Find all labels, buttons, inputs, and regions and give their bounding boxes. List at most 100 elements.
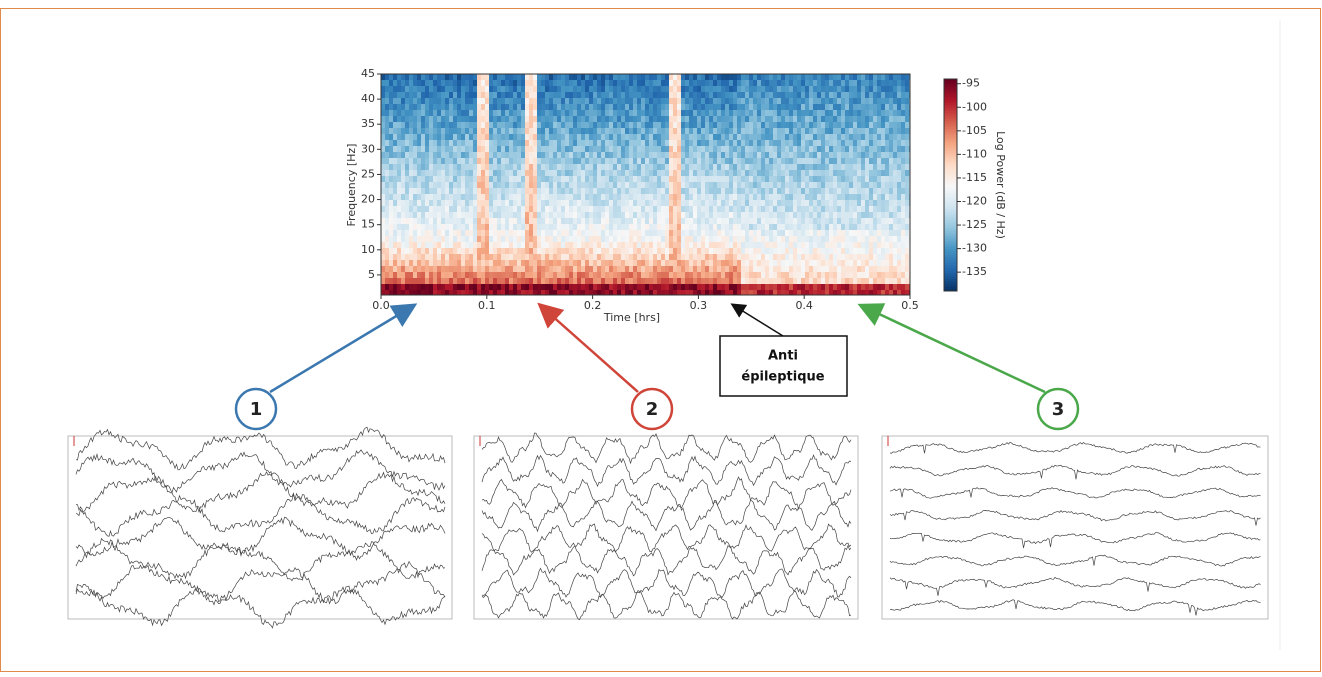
heatmap-cell bbox=[605, 164, 609, 170]
heatmap-cell bbox=[649, 278, 653, 284]
heatmap-cell bbox=[797, 260, 801, 266]
heatmap-cell bbox=[893, 140, 897, 146]
heatmap-cell bbox=[789, 140, 793, 146]
heatmap-cell bbox=[669, 230, 673, 236]
heatmap-cell bbox=[813, 176, 817, 182]
heatmap-cell bbox=[741, 128, 745, 134]
heatmap-cell bbox=[505, 176, 509, 182]
heatmap-cell bbox=[745, 218, 749, 224]
heatmap-cell bbox=[441, 92, 445, 98]
heatmap-cell bbox=[677, 206, 681, 212]
heatmap-cell bbox=[701, 230, 705, 236]
heatmap-cell bbox=[753, 290, 757, 295]
heatmap-cell bbox=[421, 236, 425, 242]
heatmap-cell bbox=[477, 194, 481, 200]
heatmap-cell bbox=[809, 122, 813, 128]
heatmap-cell bbox=[797, 98, 801, 104]
heatmap-cell bbox=[685, 230, 689, 236]
heatmap-cell bbox=[585, 194, 589, 200]
heatmap-cell bbox=[873, 86, 877, 92]
heatmap-cell bbox=[561, 134, 565, 140]
heatmap-cell bbox=[601, 128, 605, 134]
heatmap-cell bbox=[705, 266, 709, 272]
heatmap-cell bbox=[425, 122, 429, 128]
heatmap-cell bbox=[553, 188, 557, 194]
heatmap-cell bbox=[525, 242, 529, 248]
heatmap-cell bbox=[481, 122, 485, 128]
heatmap-cell bbox=[477, 200, 481, 206]
heatmap-cell bbox=[449, 260, 453, 266]
heatmap-cell bbox=[537, 236, 541, 242]
heatmap-cell bbox=[537, 260, 541, 266]
heatmap-cell bbox=[901, 104, 905, 110]
heatmap-cell bbox=[481, 272, 485, 278]
heatmap-cell bbox=[797, 92, 801, 98]
heatmap-cell bbox=[789, 176, 793, 182]
heatmap-cell bbox=[797, 266, 801, 272]
heatmap-cell bbox=[553, 122, 557, 128]
heatmap-cell bbox=[897, 140, 901, 146]
heatmap-cell bbox=[677, 110, 681, 116]
heatmap-cell bbox=[757, 212, 761, 218]
heatmap-cell bbox=[649, 140, 653, 146]
heatmap-cell bbox=[661, 140, 665, 146]
heatmap-cell bbox=[409, 236, 413, 242]
heatmap-cell bbox=[833, 74, 837, 80]
heatmap-cell bbox=[905, 170, 909, 176]
heatmap-cell bbox=[609, 86, 613, 92]
heatmap-cell bbox=[709, 146, 713, 152]
heatmap-cell bbox=[637, 176, 641, 182]
heatmap-cell bbox=[517, 200, 521, 206]
heatmap-cell bbox=[857, 182, 861, 188]
heatmap-cell bbox=[717, 248, 721, 254]
heatmap-cell bbox=[385, 134, 389, 140]
heatmap-cell bbox=[601, 104, 605, 110]
heatmap-cell bbox=[669, 140, 673, 146]
heatmap-cell bbox=[781, 158, 785, 164]
heatmap-cell bbox=[801, 158, 805, 164]
heatmap-cell bbox=[773, 92, 777, 98]
heatmap-cell bbox=[669, 248, 673, 254]
heatmap-cell bbox=[557, 200, 561, 206]
heatmap-cell bbox=[597, 110, 601, 116]
heatmap-cell bbox=[661, 242, 665, 248]
heatmap-cell bbox=[565, 236, 569, 242]
heatmap-cell bbox=[481, 260, 485, 266]
heatmap-cell bbox=[613, 98, 617, 104]
heatmap-cell bbox=[481, 266, 485, 272]
heatmap-cell bbox=[617, 158, 621, 164]
heatmap-cell bbox=[629, 248, 633, 254]
heatmap-cell bbox=[729, 290, 733, 295]
heatmap-cell bbox=[485, 188, 489, 194]
heatmap-cell bbox=[409, 146, 413, 152]
heatmap-cell bbox=[657, 242, 661, 248]
heatmap-cell bbox=[729, 110, 733, 116]
heatmap-cell bbox=[813, 110, 817, 116]
heatmap-cell bbox=[497, 110, 501, 116]
heatmap-cell bbox=[633, 188, 637, 194]
heatmap-cell bbox=[849, 236, 853, 242]
heatmap-cell bbox=[673, 122, 677, 128]
heatmap-cell bbox=[801, 236, 805, 242]
heatmap-cell bbox=[741, 194, 745, 200]
heatmap-cell bbox=[613, 236, 617, 242]
heatmap-cell bbox=[493, 176, 497, 182]
heatmap-cell bbox=[681, 164, 685, 170]
heatmap-cell bbox=[849, 248, 853, 254]
heatmap-cell bbox=[597, 152, 601, 158]
heatmap-cell bbox=[821, 236, 825, 242]
heatmap-cell bbox=[449, 200, 453, 206]
heatmap-cell bbox=[381, 230, 385, 236]
heatmap-cell bbox=[837, 74, 841, 80]
heatmap-cell bbox=[641, 152, 645, 158]
heatmap-cell bbox=[421, 134, 425, 140]
heatmap-cell bbox=[485, 122, 489, 128]
heatmap-cell bbox=[405, 152, 409, 158]
heatmap-cell bbox=[713, 80, 717, 86]
heatmap-cell bbox=[905, 248, 909, 254]
heatmap-cell bbox=[533, 92, 537, 98]
heatmap-cell bbox=[477, 140, 481, 146]
heatmap-cell bbox=[573, 200, 577, 206]
heatmap-cell bbox=[393, 104, 397, 110]
heatmap-cell bbox=[665, 218, 669, 224]
